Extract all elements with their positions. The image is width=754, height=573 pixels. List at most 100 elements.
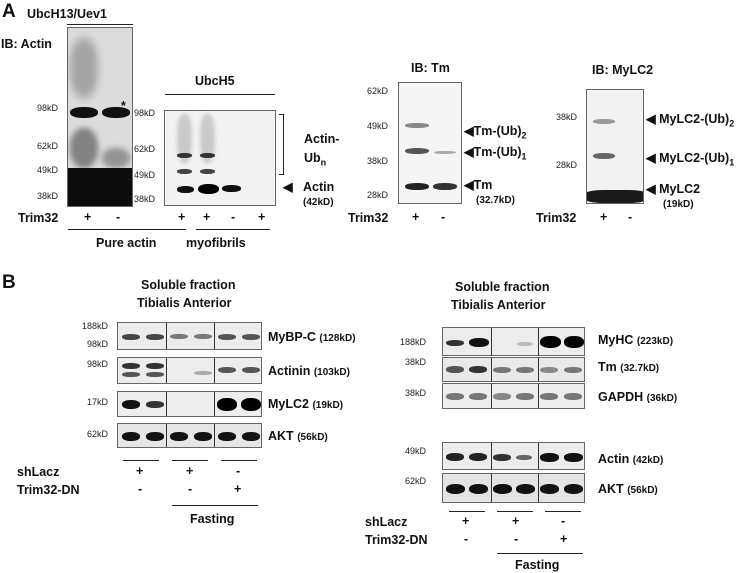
trim32-sign: -	[116, 210, 121, 224]
right-blot-gapdh	[442, 383, 585, 409]
tm-trim32-label: Trim32	[348, 211, 389, 225]
ubch5-marker-98: 98kD	[134, 108, 156, 118]
trimdn-sign: -	[514, 532, 519, 546]
mylc2-blot	[586, 89, 644, 204]
fasting-right-label: Fasting	[515, 558, 560, 572]
shlacz-sign: -	[561, 514, 566, 528]
mylc2-ub1-label: ◀ MyLC2-(Ub)1	[646, 151, 735, 168]
ubch5-blot	[164, 110, 276, 206]
mylc2-trim32-label: Trim32	[536, 211, 577, 225]
left-marker: 62kD	[87, 429, 109, 439]
mylc2-ub2-label: ◀ MyLC2-(Ub)2	[646, 112, 735, 129]
akt-label-left: AKT (56kD)	[268, 429, 328, 443]
shlacz-sign: +	[462, 514, 470, 528]
actin-arrow: ◀	[283, 180, 293, 194]
tm-ub2-label: ◀Tm-(Ub)2	[464, 124, 527, 141]
ubc13-marker-38: 38kD	[37, 191, 59, 201]
trim32-sign: +	[203, 210, 211, 224]
trim32-label-a1: Trim32	[18, 211, 59, 225]
left-marker: 17kD	[87, 397, 109, 407]
tm-marker-38: 38kD	[367, 156, 389, 166]
left-marker: 98kD	[87, 359, 109, 369]
right-blot-myhc	[442, 327, 585, 356]
mylc2-b-label: MyLC2 (19kD)	[268, 397, 344, 411]
ubc13-marker-62: 62kD	[37, 141, 59, 151]
mylc2-trim32-sign: -	[628, 210, 633, 224]
trimdn-left-label: Trim32-DN	[17, 483, 80, 497]
shlacz-sign: -	[236, 464, 241, 478]
right-title-1: Soluble fraction	[455, 280, 550, 294]
shlacz-left-label: shLacz	[17, 465, 60, 479]
trim32-sign: -	[231, 210, 236, 224]
right-blot-tm	[442, 357, 585, 382]
trimdn-sign: +	[560, 532, 568, 546]
tm-marker-62: 62kD	[367, 86, 389, 96]
ubch5-marker-49: 49kD	[134, 170, 156, 180]
trimdn-right-label: Trim32-DN	[365, 533, 428, 547]
actin-label: Actin	[303, 180, 335, 194]
right-title-2: Tibialis Anterior	[451, 298, 546, 312]
left-title-2: Tibialis Anterior	[137, 296, 232, 310]
actin-ub-label: Actin-	[304, 132, 340, 146]
tm-kd: (32.7kD)	[476, 195, 515, 206]
ib-actin-label: IB: Actin	[1, 37, 52, 51]
trim32-sign: +	[258, 210, 266, 224]
right-marker: 188kD	[400, 337, 427, 347]
mylc2-marker-38: 38kD	[556, 112, 578, 122]
mylc2-title: IB: MyLC2	[592, 63, 654, 77]
actin-b-label: Actin (42kD)	[598, 452, 664, 466]
right-blot-actin	[442, 442, 585, 470]
mybpc-label: MyBP-C (128kD)	[268, 330, 356, 344]
pure-actin-label: Pure actin	[96, 236, 157, 250]
trimdn-sign: +	[234, 482, 242, 496]
tm-marker-49: 49kD	[367, 121, 389, 131]
actin-kd: (42kD)	[303, 197, 334, 208]
tm-ub1-label: ◀Tm-(Ub)1	[464, 145, 527, 162]
mylc2-kd: (19kD)	[663, 199, 694, 210]
right-marker: 62kD	[405, 476, 427, 486]
mylc2-label: ◀ MyLC2	[646, 182, 701, 196]
ub-label: Ubn	[304, 151, 327, 168]
ubch5-marker-38: 38kD	[134, 194, 156, 204]
left-blot-mylc2	[117, 391, 262, 417]
trim32-sign: +	[178, 210, 186, 224]
actinin-label: Actinin (103kD)	[268, 364, 350, 378]
left-blot-mybpc	[117, 322, 262, 350]
tm-marker-28: 28kD	[367, 190, 389, 200]
right-marker: 38kD	[405, 388, 427, 398]
ubc13-marker-98: 98kD	[37, 103, 59, 113]
left-blot-akt	[117, 423, 262, 448]
ubc13-blot	[67, 27, 133, 207]
trimdn-sign: -	[188, 482, 193, 496]
right-marker: 49kD	[405, 446, 427, 456]
shlacz-sign: +	[512, 514, 520, 528]
akt-label-right: AKT (56kD)	[598, 482, 658, 496]
left-blot-actinin	[117, 357, 262, 384]
myhc-label: MyHC (223kD)	[598, 333, 674, 347]
asterisk: *	[121, 99, 126, 113]
ubc13-title: UbcH13/Uev1	[27, 7, 107, 21]
tm-blot	[398, 82, 462, 204]
shlacz-sign: +	[186, 464, 194, 478]
gapdh-label: GAPDH (36kD)	[598, 390, 678, 404]
left-title-1: Soluble fraction	[141, 278, 236, 292]
left-marker: 188kD	[82, 321, 109, 331]
tm-title: IB: Tm	[411, 61, 450, 75]
panel-b-label: B	[2, 272, 16, 293]
trimdn-sign: -	[138, 482, 143, 496]
fasting-left-label: Fasting	[190, 512, 235, 526]
tm-label: ◀Tm	[464, 178, 493, 192]
ubch5-title: UbcH5	[195, 74, 235, 88]
tm-trim32-sign: +	[412, 210, 420, 224]
mylc2-marker-28: 28kD	[556, 160, 578, 170]
trimdn-sign: -	[464, 532, 469, 546]
right-blot-akt	[442, 473, 585, 503]
trim32-sign: +	[84, 210, 92, 224]
mylc2-trim32-sign: +	[600, 210, 608, 224]
tm-b-label: Tm (32.7kD)	[598, 360, 660, 374]
right-marker: 38kD	[405, 357, 427, 367]
tm-trim32-sign: -	[441, 210, 446, 224]
left-marker: 98kD	[87, 339, 109, 349]
ubch5-marker-62: 62kD	[134, 144, 156, 154]
myofibrils-label: myofibrils	[186, 236, 246, 250]
